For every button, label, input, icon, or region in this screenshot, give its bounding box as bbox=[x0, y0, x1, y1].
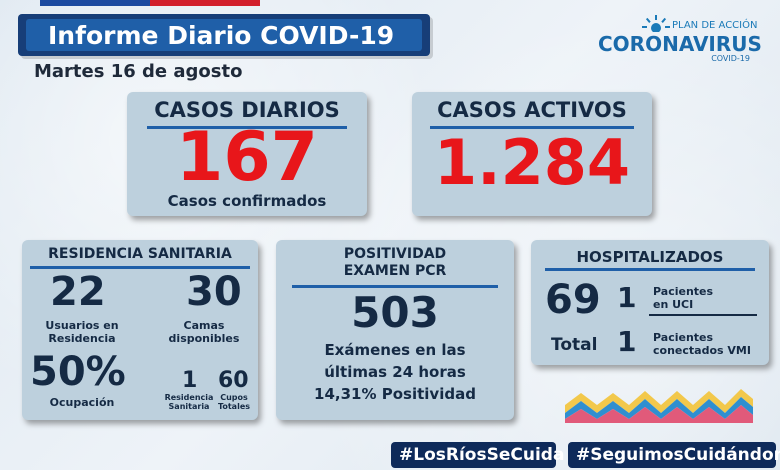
casos-activos-value: 1.284 bbox=[433, 126, 631, 199]
positividad-title-line1: POSITIVIDAD bbox=[343, 246, 447, 262]
camas-label-line1: Camas bbox=[183, 319, 225, 332]
card-residencia-sanitaria: RESIDENCIA SANITARIA 22 Usuarios en Resi… bbox=[22, 240, 258, 420]
divider bbox=[292, 285, 498, 288]
positividad-desc-line3: 14,31% Positividad bbox=[314, 384, 476, 403]
logo-plan-text: PLAN DE ACCIÓN bbox=[672, 20, 758, 31]
casos-activos-title: CASOS ACTIVOS bbox=[437, 98, 627, 122]
camas-label-line2: disponibles bbox=[168, 331, 240, 345]
flag-red bbox=[150, 0, 260, 6]
decorative-ribbon bbox=[565, 389, 753, 423]
uci-label: Pacientes en UCI bbox=[653, 285, 714, 311]
cupos-value: 60 bbox=[218, 368, 249, 393]
camas-label: Camas disponibles bbox=[154, 319, 254, 345]
sun-icon bbox=[642, 15, 670, 32]
ocupacion-label: Ocupación bbox=[49, 396, 115, 409]
usuarios-label-line1: Usuarios en bbox=[45, 319, 119, 332]
divider bbox=[30, 266, 250, 269]
positividad-desc: Exámenes en las últimas 24 horas 14,31% … bbox=[276, 340, 514, 405]
positividad-desc-line1: Exámenes en las bbox=[324, 341, 466, 359]
cupos-label-line1: Cupos bbox=[220, 393, 248, 402]
positividad-title: POSITIVIDAD EXAMEN PCR bbox=[276, 246, 514, 280]
usuarios-value: 22 bbox=[50, 269, 106, 315]
report-date: Martes 16 de agosto bbox=[34, 61, 243, 82]
usuarios-label-line2: Residencia bbox=[48, 331, 116, 345]
coronavirus-logo: PLAN DE ACCIÓN CORONAVIRUS COVID-19 bbox=[598, 14, 762, 66]
card-casos-diarios: CASOS DIARIOS 167 Casos confirmados bbox=[127, 92, 367, 216]
positividad-title-line2: EXAMEN PCR bbox=[343, 262, 447, 279]
logo-sub-text: COVID-19 bbox=[711, 54, 750, 63]
flag-strip bbox=[40, 0, 260, 6]
vmi-label-line1: Pacientes bbox=[653, 331, 714, 344]
uci-label-line2: en UCI bbox=[653, 297, 694, 311]
residencias-label-line1: Residencia bbox=[164, 393, 214, 402]
ocupacion-value: 50% bbox=[30, 349, 126, 395]
card-hospitalizados: HOSPITALIZADOS 69 1 Pacientes en UCI Tot… bbox=[531, 240, 769, 365]
divider bbox=[545, 268, 755, 271]
hashtag-los-rios: #LosRíosSeCuida bbox=[391, 442, 564, 468]
divider bbox=[147, 126, 347, 129]
card-casos-activos: CASOS ACTIVOS 1.284 bbox=[412, 92, 652, 216]
hashtag-seguimos: #SeguimosCuidándonos bbox=[568, 442, 780, 468]
residencias-label: Residencia Sanitaria bbox=[158, 393, 220, 411]
hashtag-bar: #LosRíosSeCuida #SeguimosCuidándonos bbox=[0, 440, 780, 470]
casos-diarios-title: CASOS DIARIOS bbox=[154, 98, 340, 122]
cupos-label-line2: Totales bbox=[217, 402, 251, 412]
casos-diarios-label: Casos confirmados bbox=[167, 192, 327, 210]
residencia-title: RESIDENCIA SANITARIA bbox=[48, 246, 232, 262]
uci-label-line1: Pacientes bbox=[653, 285, 714, 298]
positividad-value: 503 bbox=[351, 288, 439, 337]
positividad-desc-line2: últimas 24 horas bbox=[324, 362, 466, 381]
divider bbox=[430, 126, 634, 129]
vmi-label: Pacientes conectados VMI bbox=[653, 331, 751, 357]
total-label: Total bbox=[551, 335, 598, 355]
separator bbox=[649, 314, 757, 316]
vmi-label-line2: conectados VMI bbox=[653, 343, 751, 357]
title-banner: Informe Diario COVID-19 bbox=[18, 14, 430, 56]
usuarios-label: Usuarios en Residencia bbox=[30, 319, 134, 345]
residencias-value: 1 bbox=[182, 368, 198, 393]
uci-value: 1 bbox=[617, 281, 637, 314]
camas-value: 30 bbox=[186, 269, 242, 315]
residencias-label-line2: Sanitaria bbox=[168, 402, 210, 412]
logo-brand-text: CORONAVIRUS bbox=[598, 32, 762, 56]
casos-diarios-value: 167 bbox=[176, 118, 318, 197]
vmi-value: 1 bbox=[617, 325, 637, 358]
card-positividad: POSITIVIDAD EXAMEN PCR 503 Exámenes en l… bbox=[276, 240, 514, 420]
hospitalizados-title: HOSPITALIZADOS bbox=[576, 248, 724, 266]
hosp-total-value: 69 bbox=[545, 277, 601, 323]
cupos-label: Cupos Totales bbox=[216, 393, 252, 411]
page-title: Informe Diario COVID-19 bbox=[26, 19, 422, 51]
flag-blue bbox=[40, 0, 150, 6]
